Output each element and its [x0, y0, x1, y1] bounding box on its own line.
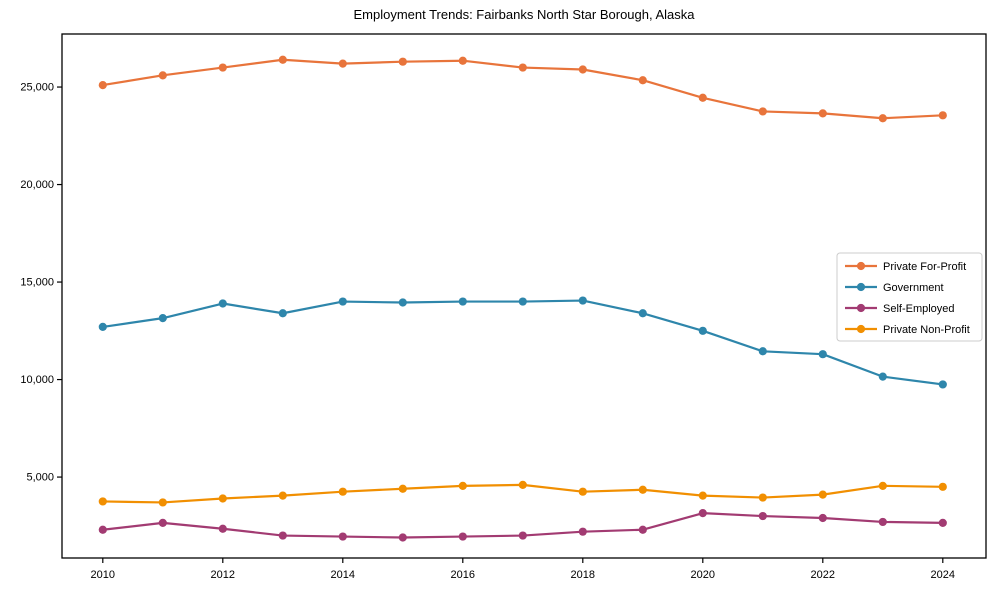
legend-label-private-non-profit: Private Non-Profit: [883, 324, 970, 336]
data-point-self-employed-2022: [818, 513, 827, 523]
data-point-government-2012: [218, 299, 227, 308]
data-point-private-non-profit-2023: [878, 481, 887, 490]
x-tick-label: 2010: [91, 569, 115, 581]
data-point-private-non-profit-2010: [98, 497, 107, 506]
data-point-private-non-profit-2016: [458, 481, 467, 490]
data-point-self-employed-2012: [218, 524, 227, 533]
legend-label-private-for-profit: Private For-Profit: [883, 261, 966, 273]
data-point-self-employed-2018: [578, 527, 587, 536]
data-point-private-for-profit-2011: [158, 71, 167, 80]
data-point-government-2018: [578, 296, 587, 305]
data-point-self-employed-2024: [938, 518, 947, 527]
data-point-government-2024: [938, 380, 947, 389]
data-point-self-employed-2013: [278, 531, 287, 540]
data-point-self-employed-2014: [338, 532, 347, 541]
legend-label-self-employed: Self-Employed: [883, 303, 955, 315]
legend-box: [836, 252, 983, 342]
x-tick-label: 2020: [691, 569, 715, 581]
x-tick-label: 2022: [811, 569, 835, 581]
x-tick-label: 2018: [571, 569, 595, 581]
data-point-private-for-profit-2020: [698, 93, 707, 102]
data-point-private-for-profit-2021: [758, 107, 767, 116]
data-point-private-for-profit-2017: [518, 63, 527, 72]
data-point-private-for-profit-2023: [878, 114, 887, 123]
data-point-self-employed-2019: [638, 525, 647, 534]
y-tick-label: 10,000: [20, 374, 54, 386]
data-point-government-2016: [458, 297, 467, 306]
data-point-private-non-profit-2021: [758, 493, 767, 502]
data-point-government-2019: [638, 309, 647, 318]
data-point-self-employed-2021: [758, 511, 767, 521]
data-point-government-2011: [158, 314, 167, 323]
data-point-government-2017: [518, 297, 527, 306]
data-point-private-for-profit-2012: [218, 63, 227, 72]
data-point-private-for-profit-2014: [338, 59, 347, 68]
data-point-government-2023: [878, 372, 887, 381]
data-point-self-employed-2010: [98, 525, 107, 534]
data-point-private-for-profit-2013: [278, 55, 287, 64]
x-tick-label: 2016: [451, 569, 475, 581]
data-point-private-for-profit-2010: [98, 80, 107, 90]
data-point-self-employed-2015: [398, 533, 407, 542]
data-point-private-non-profit-2014: [338, 487, 347, 496]
data-point-private-for-profit-2024: [938, 111, 947, 120]
data-point-private-non-profit-2020: [698, 491, 707, 500]
data-point-self-employed-2017: [518, 531, 527, 540]
data-point-government-2015: [398, 298, 407, 307]
legend-marker-icon-self-employed: [856, 303, 866, 313]
data-point-government-2020: [698, 326, 707, 335]
data-point-private-for-profit-2016: [458, 56, 467, 65]
data-point-self-employed-2016: [458, 532, 467, 541]
data-point-private-for-profit-2018: [578, 65, 587, 74]
x-tick-label: 2014: [331, 569, 355, 581]
legend-marker-icon-private-non-profit: [856, 324, 866, 334]
data-point-private-non-profit-2018: [578, 487, 587, 496]
data-point-private-for-profit-2019: [638, 76, 647, 85]
data-point-self-employed-2023: [878, 517, 887, 527]
legend-label-government: Government: [883, 282, 944, 294]
data-point-government-2013: [278, 309, 287, 318]
series-line-government: [102, 299, 943, 386]
x-tick-label: 2012: [211, 569, 235, 581]
data-point-private-non-profit-2022: [818, 490, 827, 499]
plot-border: [61, 33, 987, 559]
data-point-private-non-profit-2012: [218, 494, 227, 503]
x-tick-label: 2024: [931, 569, 955, 581]
data-point-government-2021: [758, 347, 767, 356]
data-point-government-2010: [98, 322, 107, 332]
y-tick-label: 15,000: [20, 277, 54, 289]
data-point-self-employed-2020: [698, 509, 707, 518]
data-point-private-non-profit-2024: [938, 482, 947, 491]
data-point-private-for-profit-2022: [818, 109, 827, 118]
legend-marker-icon-government: [856, 282, 866, 292]
y-tick-label: 20,000: [20, 179, 54, 191]
legend-marker-icon-private-for-profit: [856, 261, 866, 271]
y-tick-label: 25,000: [20, 82, 54, 94]
data-point-self-employed-2011: [158, 518, 167, 527]
chart-title: Employment Trends: Fairbanks North Star …: [353, 7, 695, 22]
data-point-private-non-profit-2017: [518, 480, 527, 489]
data-point-government-2014: [338, 297, 347, 306]
data-point-government-2022: [818, 350, 827, 359]
y-tick-label: 5,000: [26, 472, 54, 484]
data-point-private-non-profit-2013: [278, 491, 287, 500]
data-point-private-for-profit-2015: [398, 57, 407, 66]
data-point-private-non-profit-2015: [398, 484, 407, 493]
data-point-private-non-profit-2011: [158, 498, 167, 507]
data-point-private-non-profit-2019: [638, 485, 647, 494]
